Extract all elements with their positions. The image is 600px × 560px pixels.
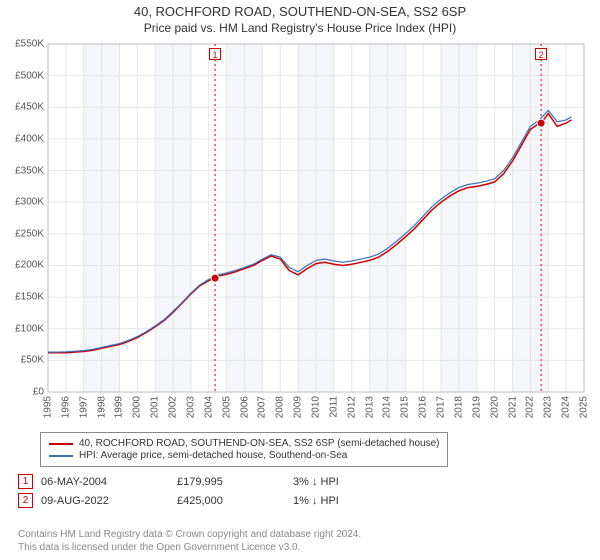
y-tick-label: £550K	[15, 39, 44, 50]
y-tick-label: £250K	[15, 228, 44, 239]
y-tick-label: £300K	[15, 197, 44, 208]
x-tick-label: 2003	[185, 396, 196, 418]
title-sub: Price paid vs. HM Land Registry's House …	[0, 21, 600, 35]
x-tick-label: 2010	[311, 396, 322, 418]
y-tick-label: £150K	[15, 292, 44, 303]
sales-table: 1 06-MAY-2004 £179,995 3% HPI 2 09-AUG-2…	[18, 472, 347, 510]
title-main: 40, ROCHFORD ROAD, SOUTHEND-ON-SEA, SS2 …	[0, 4, 600, 19]
sales-row-1: 1 06-MAY-2004 £179,995 3% HPI	[18, 472, 347, 491]
x-tick-label: 1995	[43, 396, 54, 418]
x-tick-label: 2022	[525, 396, 536, 418]
y-tick-label: £200K	[15, 260, 44, 271]
y-tick-label: £100K	[15, 323, 44, 334]
legend-row-series-1: HPI: Average price, semi-detached house,…	[49, 450, 439, 461]
legend-label-0: 40, ROCHFORD ROAD, SOUTHEND-ON-SEA, SS2 …	[79, 438, 439, 449]
legend-swatch-0	[49, 443, 73, 445]
x-tick-label: 2002	[168, 396, 179, 418]
sale-idx-2: 2	[18, 493, 33, 508]
sale-price-2: £425,000	[177, 491, 293, 510]
x-tick-label: 1999	[114, 396, 125, 418]
sale-date-1: 06-MAY-2004	[41, 472, 177, 491]
footer: Contains HM Land Registry data © Crown c…	[18, 529, 361, 554]
sale-marker-label: 1	[209, 48, 221, 60]
x-tick-label: 1998	[96, 396, 107, 418]
footer-line-1: Contains HM Land Registry data © Crown c…	[18, 529, 361, 542]
x-tick-label: 2019	[471, 396, 482, 418]
arrow-down-icon	[312, 495, 318, 507]
legend: 40, ROCHFORD ROAD, SOUTHEND-ON-SEA, SS2 …	[40, 432, 448, 467]
x-tick-label: 2023	[543, 396, 554, 418]
x-tick-label: 2013	[364, 396, 375, 418]
sale-idx-1: 1	[18, 474, 33, 489]
chart-container: 40, ROCHFORD ROAD, SOUTHEND-ON-SEA, SS2 …	[0, 0, 600, 560]
sale-delta-1: 3% HPI	[293, 472, 347, 491]
sales-row-2: 2 09-AUG-2022 £425,000 1% HPI	[18, 491, 347, 510]
x-tick-label: 2021	[507, 396, 518, 418]
footer-line-2: This data is licensed under the Open Gov…	[18, 542, 361, 555]
x-tick-label: 2017	[436, 396, 447, 418]
x-tick-label: 2015	[400, 396, 411, 418]
x-tick-label: 2000	[132, 396, 143, 418]
chart-svg	[48, 44, 584, 392]
x-tick-label: 2008	[275, 396, 286, 418]
y-tick-label: £50K	[21, 355, 44, 366]
legend-label-1: HPI: Average price, semi-detached house,…	[79, 450, 347, 461]
sale-date-2: 09-AUG-2022	[41, 491, 177, 510]
x-tick-label: 2011	[328, 396, 339, 418]
x-tick-label: 2014	[382, 396, 393, 418]
x-tick-label: 2009	[293, 396, 304, 418]
y-tick-label: £350K	[15, 165, 44, 176]
x-tick-label: 2024	[561, 396, 572, 418]
y-tick-label: £450K	[15, 102, 44, 113]
x-tick-label: 1996	[60, 396, 71, 418]
x-tick-label: 2020	[489, 396, 500, 418]
x-tick-label: 2025	[579, 396, 590, 418]
y-tick-label: £500K	[15, 70, 44, 81]
x-tick-label: 2012	[346, 396, 357, 418]
legend-row-series-0: 40, ROCHFORD ROAD, SOUTHEND-ON-SEA, SS2 …	[49, 438, 439, 449]
arrow-down-icon	[312, 476, 318, 488]
sale-price-1: £179,995	[177, 472, 293, 491]
chart-area: £0£50K£100K£150K£200K£250K£300K£350K£400…	[48, 44, 584, 392]
sale-marker-label: 2	[535, 48, 547, 60]
x-tick-label: 2007	[257, 396, 268, 418]
x-tick-label: 1997	[78, 396, 89, 418]
sale-delta-2: 1% HPI	[293, 491, 347, 510]
x-tick-label: 2001	[150, 396, 161, 418]
x-tick-label: 2005	[221, 396, 232, 418]
x-tick-label: 2016	[418, 396, 429, 418]
x-tick-label: 2004	[203, 396, 214, 418]
x-tick-label: 2018	[453, 396, 464, 418]
legend-swatch-1	[49, 455, 73, 457]
x-tick-label: 2006	[239, 396, 250, 418]
titles: 40, ROCHFORD ROAD, SOUTHEND-ON-SEA, SS2 …	[0, 0, 600, 35]
y-tick-label: £400K	[15, 133, 44, 144]
